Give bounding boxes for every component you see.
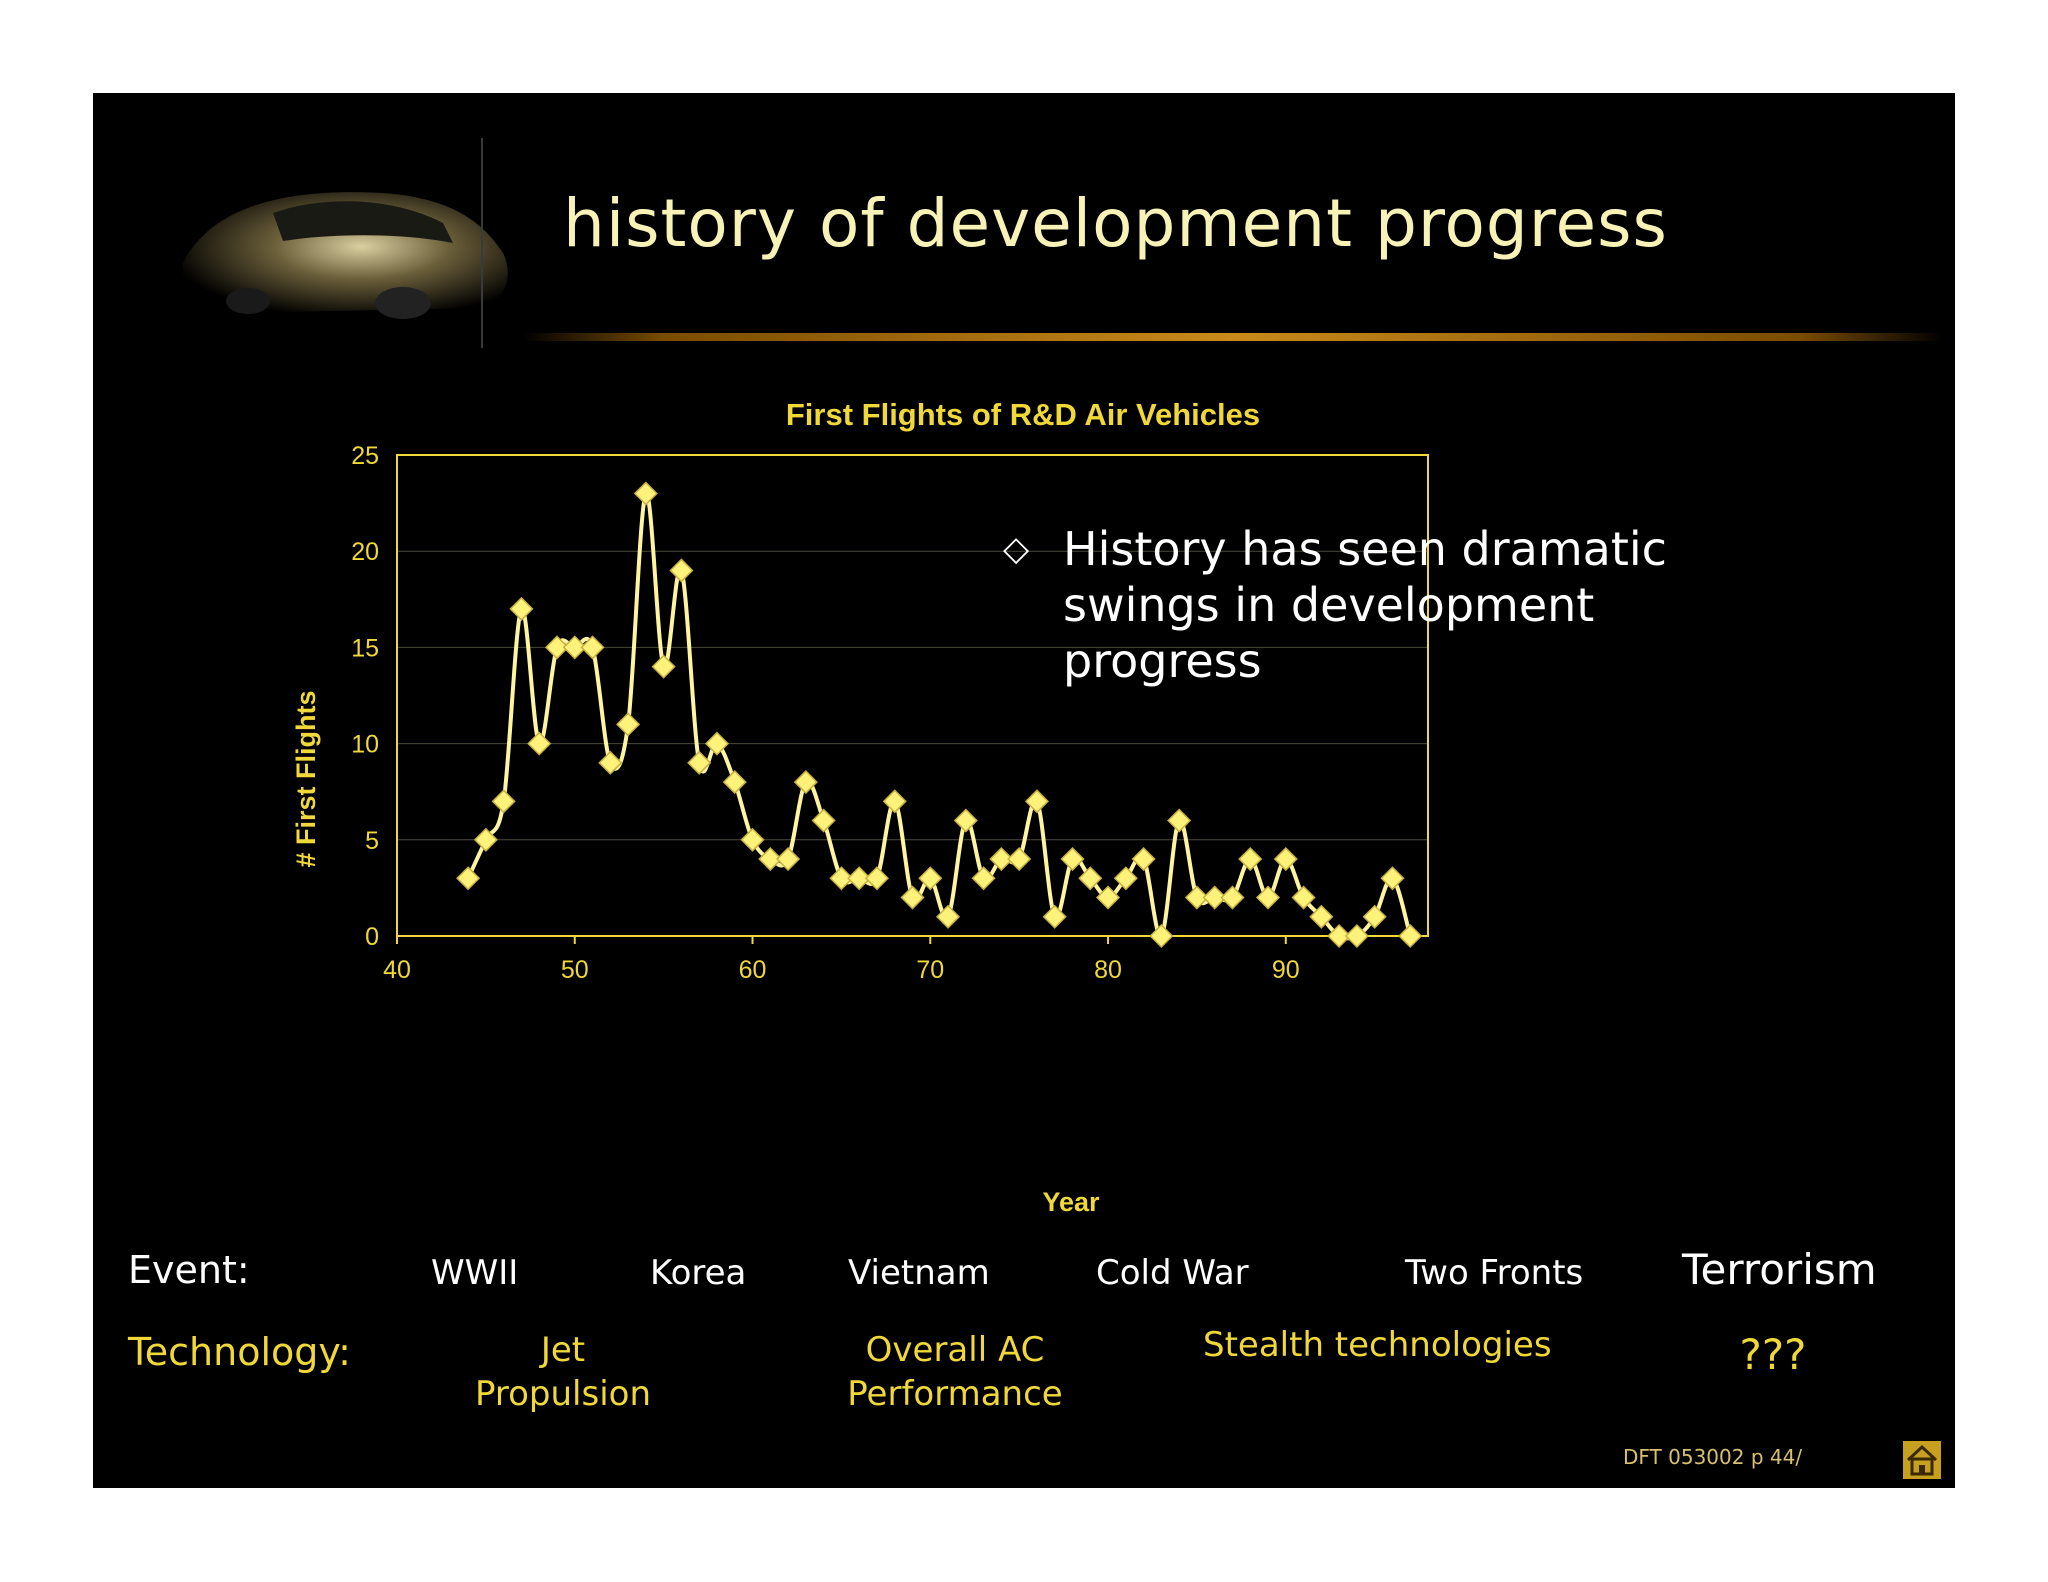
data-point [651,654,676,679]
x-axis-label: Year [1042,1187,1100,1217]
data-point [1024,789,1049,814]
event-korea: Korea [650,1253,747,1293]
data-point [900,885,925,910]
data-point [1238,846,1263,872]
event-wwii: WWII [431,1253,519,1293]
data-point [704,731,730,756]
data-point [1273,846,1298,872]
event-terrorism: Terrorism [1682,1245,1877,1294]
data-point [776,846,801,872]
slide: history of development progress 0 5 10 15 20… [93,93,1955,1488]
bullet-point: ◇ History has seen dramatic swings in de… [1003,521,1723,689]
data-point [722,770,747,795]
title-underline [523,333,1943,341]
data-point [829,866,854,891]
data-point [509,596,534,621]
data-point [491,789,516,814]
event-two-fronts: Two Fronts [1405,1253,1584,1293]
technology-unknown: ??? [1739,1330,1807,1379]
chart: 0 5 10 15 20 25 40 50 60 70 80 90 First Flights of… [291,397,1429,1217]
data-point [1220,885,1245,910]
data-point [562,635,587,660]
y-tick-label: 5 [365,827,379,855]
data-point [1042,904,1067,929]
data-point [527,731,552,756]
y-tick-label: 15 [351,634,379,662]
event-cold-war: Cold War [1096,1253,1249,1293]
data-point [1184,885,1209,910]
header-divider [481,138,483,348]
y-axis-label: # First Flights [291,690,321,867]
data-point [989,846,1014,872]
data-point [1113,866,1138,891]
data-point [1362,904,1387,929]
event-vietnam: Vietnam [848,1253,990,1293]
y-tick-label: 10 [351,731,379,759]
y-tick-label: 0 [365,923,379,951]
data-point [1344,923,1369,949]
data-point [971,866,996,891]
x-tick-label: 60 [739,956,767,984]
data-point [1309,904,1334,929]
data-point [1149,923,1174,949]
data-point [847,866,872,891]
x-tick-label: 80 [1094,956,1122,984]
technology-jet-propulsion: Jet Propulsion [474,1330,652,1414]
y-axis-ticks: 0 5 10 15 20 25 [351,442,379,951]
data-point [616,712,641,737]
data-point [473,827,498,852]
x-tick-label: 70 [916,956,944,984]
data-point [598,750,623,775]
technology-row-label: Technology: [128,1330,351,1374]
series-markers [456,481,1423,949]
data-point [544,635,570,660]
event-row-label: Event: [128,1248,250,1292]
data-point [1167,808,1192,833]
data-point [953,808,978,833]
data-point [793,770,818,795]
data-point [864,866,890,891]
x-tick-label: 50 [561,956,589,984]
x-tick-label: 90 [1272,956,1300,984]
data-point [633,481,658,506]
data-point [456,866,481,891]
slide-footer: DFT 053002 p 44/ [1623,1445,1803,1469]
y-tick-label: 20 [351,538,379,566]
data-point [1095,885,1121,910]
slide-title: history of development progress [563,185,1668,262]
data-point [740,827,765,852]
y-tick-label: 25 [351,442,379,470]
data-point [580,635,605,660]
car-image [182,192,508,319]
data-point [918,866,943,891]
data-point [1398,923,1423,949]
x-axis-ticks: 40 50 60 70 80 90 [383,936,1300,984]
data-point [1202,885,1227,910]
data-point [935,904,961,929]
data-point [1327,923,1352,949]
x-tick-label: 40 [383,956,411,984]
data-point [758,846,783,872]
data-point [1255,885,1281,910]
bullet-text: History has seen dramatic swings in deve… [1063,522,1667,688]
home-icon[interactable] [1903,1441,1941,1479]
technology-overall-ac-performance: Overall AC Performance [847,1330,1063,1414]
plot-frame [396,454,1429,937]
data-point [882,789,907,814]
data-point [1380,866,1405,891]
diamond-bullet-icon: ◇ [1003,529,1030,569]
data-point [687,750,712,775]
data-point [1060,846,1085,872]
chart-title: First Flights of R&D Air Vehicles [786,397,1260,432]
data-point [669,558,694,583]
data-point [1007,846,1032,872]
data-point [1078,866,1103,891]
data-point [1291,885,1316,910]
data-point [1131,846,1156,872]
technology-stealth: Stealth technologies [1203,1325,1552,1365]
data-point [811,808,836,833]
